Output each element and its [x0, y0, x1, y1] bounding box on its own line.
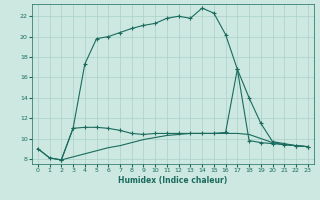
X-axis label: Humidex (Indice chaleur): Humidex (Indice chaleur) [118, 176, 228, 185]
